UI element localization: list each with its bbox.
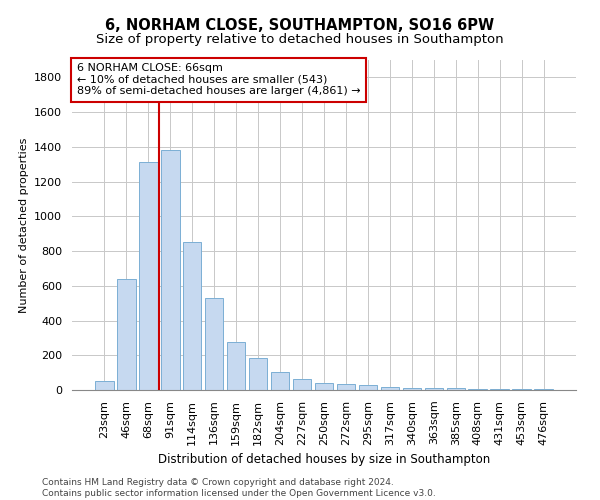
Bar bbox=[139, 162, 158, 390]
Bar bbox=[293, 378, 311, 390]
Bar bbox=[535, 389, 553, 390]
Text: 6, NORHAM CLOSE, SOUTHAMPTON, SO16 6PW: 6, NORHAM CLOSE, SOUTHAMPTON, SO16 6PW bbox=[106, 18, 494, 32]
Bar bbox=[512, 389, 531, 390]
Text: Size of property relative to detached houses in Southampton: Size of property relative to detached ho… bbox=[96, 32, 504, 46]
Bar bbox=[469, 389, 487, 390]
Bar bbox=[249, 358, 268, 390]
Y-axis label: Number of detached properties: Number of detached properties bbox=[19, 138, 29, 312]
Bar bbox=[271, 372, 289, 390]
Bar bbox=[337, 384, 355, 390]
Bar bbox=[359, 385, 377, 390]
Bar bbox=[117, 279, 136, 390]
Bar bbox=[314, 383, 334, 390]
Bar bbox=[380, 386, 399, 390]
Bar bbox=[183, 242, 202, 390]
Bar bbox=[425, 388, 443, 390]
Bar bbox=[227, 342, 245, 390]
Bar bbox=[446, 388, 465, 390]
Bar bbox=[403, 388, 421, 390]
Text: 6 NORHAM CLOSE: 66sqm
← 10% of detached houses are smaller (543)
89% of semi-det: 6 NORHAM CLOSE: 66sqm ← 10% of detached … bbox=[77, 64, 361, 96]
Bar bbox=[490, 389, 509, 390]
Text: Contains HM Land Registry data © Crown copyright and database right 2024.
Contai: Contains HM Land Registry data © Crown c… bbox=[42, 478, 436, 498]
X-axis label: Distribution of detached houses by size in Southampton: Distribution of detached houses by size … bbox=[158, 453, 490, 466]
Bar bbox=[95, 382, 113, 390]
Bar bbox=[205, 298, 223, 390]
Bar bbox=[161, 150, 179, 390]
